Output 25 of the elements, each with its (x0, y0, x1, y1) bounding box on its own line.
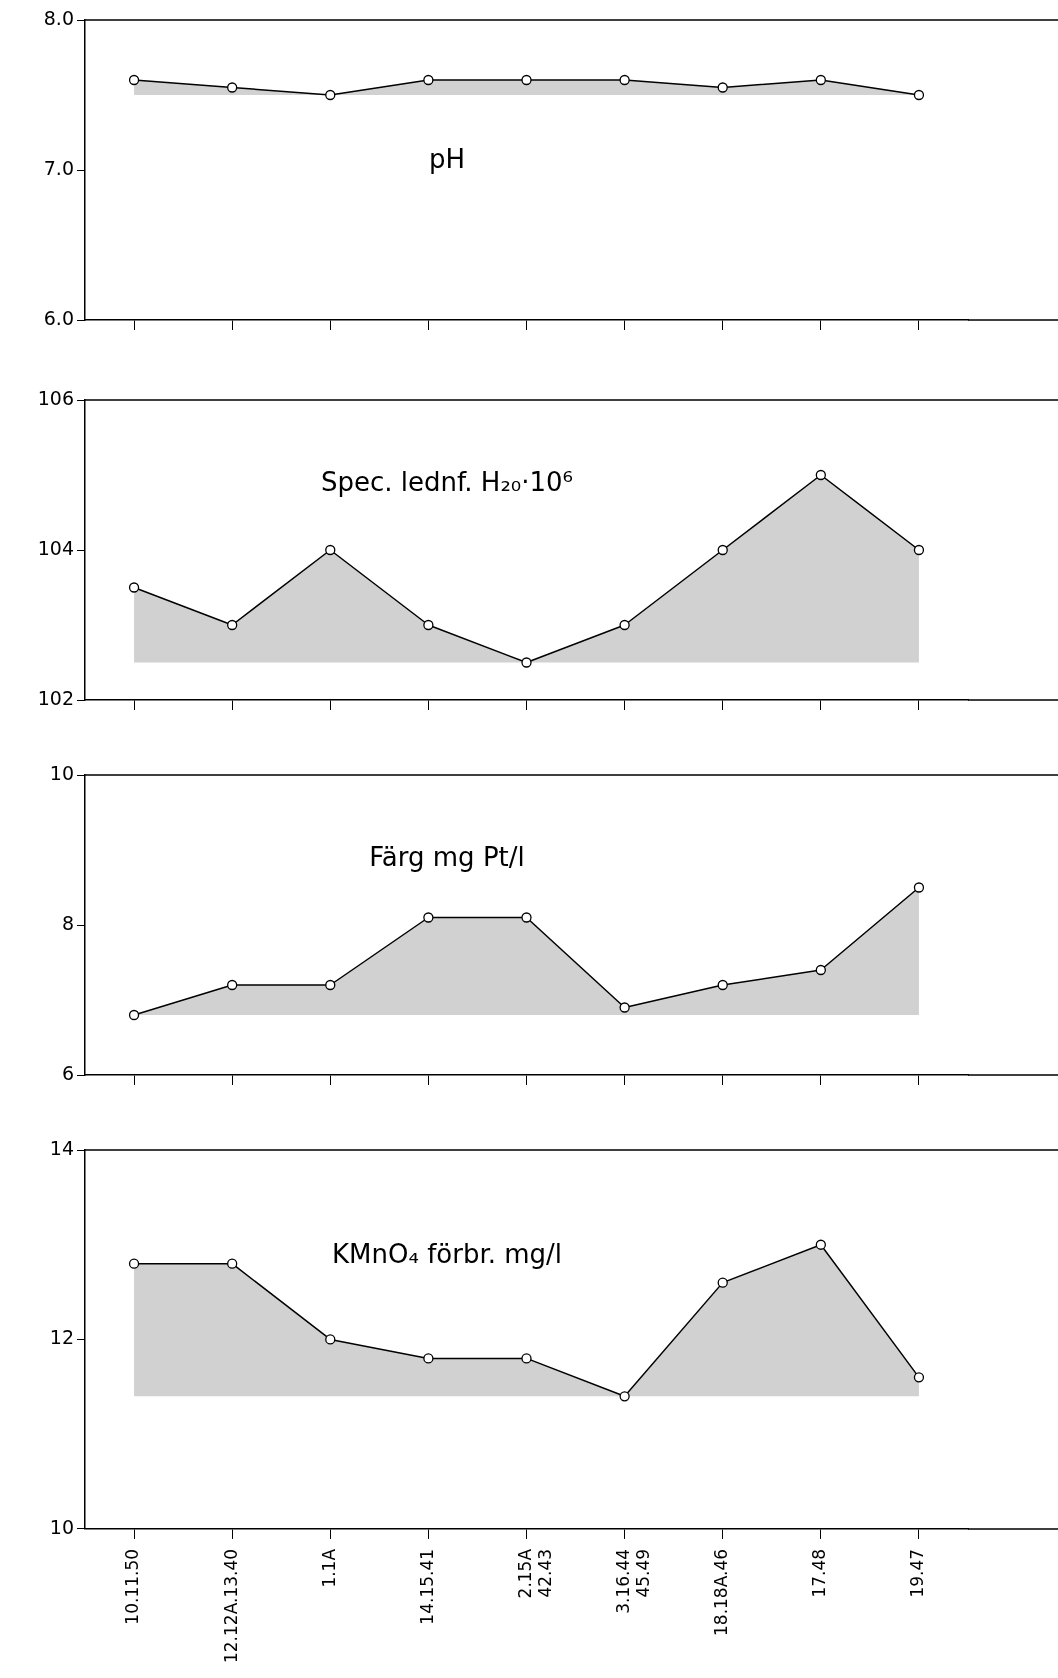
y-tick-label: 6 (61, 1061, 74, 1084)
x-tick-label: 10.11.50 (122, 1548, 143, 1625)
x-tick-label: 18.18A.46 (711, 1548, 732, 1636)
text: Spec. lednf. H₂₀·10⁶ (321, 466, 574, 497)
y-tick-label: 8.0 (43, 6, 74, 29)
y-tick-label: 10 (49, 761, 74, 784)
x-tick-label: 12.12A.13.40 (220, 1548, 241, 1664)
y-tick-label: 8 (61, 911, 74, 934)
x-tick-label: 17.48 (809, 1548, 830, 1598)
text: KMnO₄ förbr. mg/l (332, 1238, 563, 1269)
text: Färg mg Pt/l (369, 841, 525, 872)
y-tick-label: 106 (37, 386, 74, 409)
y-tick-label: 14 (49, 1136, 74, 1159)
y-tick-label: 104 (37, 536, 74, 559)
y-tick-label: 102 (37, 686, 74, 709)
x-tick-label: 14.15.41 (416, 1548, 437, 1625)
x-tick-label: 2.15A 42.43 (514, 1548, 556, 1599)
text: pH (429, 143, 466, 174)
y-tick-label: 12 (49, 1326, 74, 1349)
y-tick-label: 10 (49, 1515, 74, 1538)
x-tick-label: 3.16.44 45.49 (613, 1548, 654, 1614)
y-tick-label: 6.0 (43, 306, 74, 329)
x-tick-label: 19.47 (907, 1548, 928, 1598)
y-tick-label: 7.0 (43, 156, 74, 179)
x-tick-label: 1.1A (318, 1548, 339, 1588)
